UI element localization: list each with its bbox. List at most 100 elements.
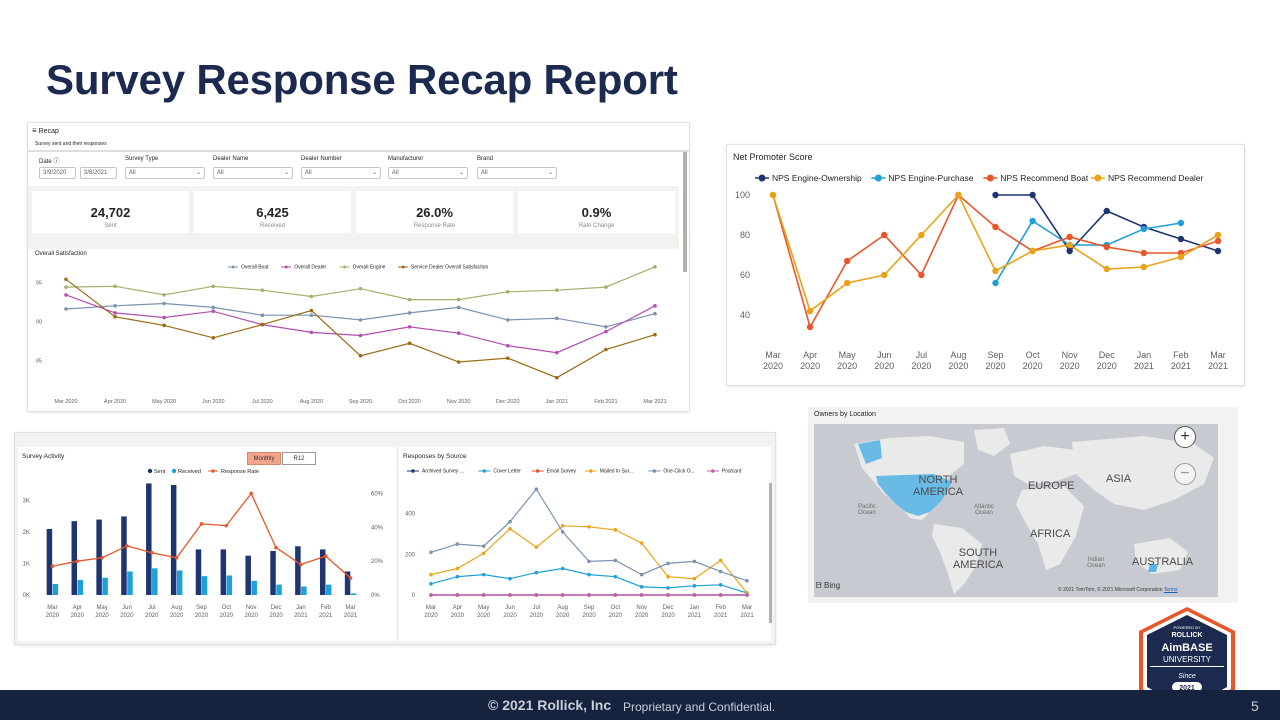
- data-point: [505, 356, 510, 360]
- legend-label: Overall Boat: [241, 265, 269, 271]
- manufacturer-select[interactable]: All ⌄: [388, 167, 468, 179]
- legend-marker: [231, 265, 235, 269]
- r12-toggle[interactable]: R12: [282, 452, 316, 465]
- data-point: [455, 574, 460, 579]
- data-point: [508, 527, 512, 531]
- data-point: [1066, 241, 1073, 249]
- series-line: [430, 567, 748, 594]
- legend-marker: [758, 174, 766, 182]
- kpi-label: Received: [259, 223, 285, 229]
- page-number: 5: [1251, 698, 1259, 714]
- label-australia: AUSTRALIA: [1132, 556, 1194, 568]
- data-point: [718, 558, 723, 563]
- data-point: [992, 267, 999, 275]
- sources-scrollbar[interactable]: [769, 483, 772, 623]
- x-tick-label: Feb: [321, 605, 332, 611]
- data-point: [113, 311, 117, 315]
- data-point: [692, 559, 697, 564]
- bar: [295, 546, 301, 595]
- data-point: [843, 257, 851, 265]
- y-tick-label: 60: [740, 270, 750, 280]
- label-africa: AFRICA: [1030, 528, 1071, 540]
- label-europe: EUROPE: [1028, 480, 1075, 492]
- bar: [146, 483, 152, 595]
- data-point: [211, 284, 216, 289]
- y-tick-label: 100: [735, 190, 750, 200]
- chevron-down-icon: ⌄: [283, 170, 289, 176]
- y-tick-label: 2K: [23, 530, 30, 536]
- world-map[interactable]: [814, 424, 1218, 597]
- x-tick-label: 2020: [985, 361, 1005, 371]
- legend-marker: [482, 469, 487, 473]
- x-tick-label: 2020: [911, 361, 931, 371]
- x-tick-label: 2021: [294, 613, 308, 619]
- zoom-out-button[interactable]: −: [1174, 463, 1196, 485]
- dealer-name-select[interactable]: All ⌄: [213, 167, 293, 179]
- bar: [319, 549, 326, 595]
- data-point: [260, 288, 265, 293]
- data-point: [955, 191, 962, 199]
- recap-scrollbar[interactable]: [683, 152, 687, 272]
- bar: [152, 568, 158, 595]
- x-tick-label: Jul: [916, 350, 928, 360]
- data-point: [100, 555, 104, 560]
- date-to-input[interactable]: 3/8/2021: [80, 167, 117, 179]
- x-tick-label: Dec 2020: [496, 399, 520, 405]
- x-tick-label: Mar: [426, 605, 436, 611]
- kpi-label: Rate Change: [578, 223, 615, 229]
- chevron-down-icon: ⌄: [458, 170, 464, 176]
- dealer-number-select[interactable]: All ⌄: [301, 167, 381, 179]
- series-line: [994, 219, 1182, 284]
- x-tick-label: Oct: [611, 605, 621, 611]
- survey-type-select[interactable]: All ⌄: [125, 167, 205, 179]
- bar: [96, 519, 102, 595]
- legend-marker: [171, 468, 177, 474]
- legend-marker: [411, 469, 415, 473]
- zoom-in-button[interactable]: +: [1174, 426, 1196, 448]
- series-line: [430, 488, 748, 582]
- data-point: [309, 308, 314, 313]
- x-tick-label: Feb: [1173, 350, 1189, 360]
- x-tick-label: Jun 2020: [202, 399, 225, 405]
- legend-label: Archived Survey ...: [422, 469, 464, 475]
- series-line: [772, 193, 1219, 330]
- data-point: [309, 330, 314, 335]
- data-point: [1177, 253, 1185, 261]
- data-point: [348, 576, 353, 580]
- data-point: [1140, 225, 1148, 233]
- data-point: [64, 277, 68, 282]
- data-point: [992, 191, 999, 199]
- since-text: Since: [1178, 673, 1196, 680]
- kpi-value: 26.0%: [416, 205, 453, 220]
- data-point: [881, 271, 888, 279]
- data-point: [481, 551, 486, 556]
- data-point: [718, 583, 723, 587]
- y-tick-label: 80: [740, 230, 750, 240]
- data-point: [666, 586, 670, 590]
- series-line: [65, 266, 656, 301]
- data-point: [508, 519, 512, 524]
- data-point: [309, 313, 314, 318]
- terms-link[interactable]: Terms: [1163, 587, 1178, 593]
- date-from-input[interactable]: 3/9/2020: [39, 167, 76, 179]
- monthly-toggle[interactable]: Monthly: [247, 452, 281, 465]
- brand-select[interactable]: All ⌄: [477, 167, 557, 179]
- kpi-label: Response Rate: [413, 223, 456, 229]
- bar: [276, 584, 282, 595]
- x-tick-label: 2021: [1134, 361, 1154, 371]
- menu-icon[interactable]: ≡: [32, 126, 37, 135]
- x-tick-label: May: [96, 605, 107, 611]
- x-tick-label: Aug: [557, 605, 568, 611]
- data-point: [534, 545, 539, 549]
- x-tick-label: Feb: [715, 605, 726, 611]
- x-tick-label: 2020: [763, 361, 783, 371]
- data-point: [456, 360, 461, 364]
- bar: [46, 529, 53, 595]
- legend-label: One-Click O...: [663, 469, 694, 475]
- data-point: [75, 559, 80, 563]
- info-icon[interactable]: ⓘ: [53, 159, 60, 165]
- data-point: [162, 301, 166, 306]
- bar: [220, 549, 227, 595]
- data-point: [162, 315, 166, 320]
- y-tick-label: 200: [405, 552, 416, 558]
